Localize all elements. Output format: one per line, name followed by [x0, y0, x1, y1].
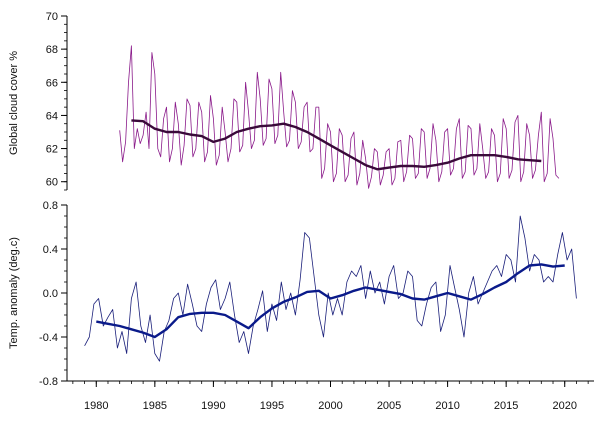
- x-tick-label: 1985: [143, 400, 167, 412]
- y-tick-label: 64: [46, 110, 58, 122]
- y-axis-label: Global cloud cover %: [8, 51, 20, 155]
- x-tick-label: 2020: [552, 400, 576, 412]
- y-axis-label: Temp. anomaly (deg.c): [8, 237, 20, 349]
- y-tick-label: 66: [46, 77, 58, 89]
- series-line-smoothed: [96, 263, 565, 339]
- x-tick-label: 1980: [84, 400, 108, 412]
- y-tick-label: 68: [46, 44, 58, 56]
- temp-anomaly-panel: -0.8 -0.4 0.0 0.4 0.8 Temp. anomaly (deg.c) 19…: [8, 200, 594, 412]
- x-tick-label: 2010: [435, 400, 459, 412]
- y-tick-label: 62: [46, 144, 58, 156]
- y-tick-label: 0.4: [43, 244, 58, 256]
- series-line-smoothed: [131, 119, 542, 171]
- x-tick-label: 2015: [494, 400, 518, 412]
- y-tick-label: 60: [46, 177, 58, 189]
- x-tick-label: 1990: [201, 400, 225, 412]
- y-tick-label: 0.0: [43, 288, 58, 300]
- series-line-raw: [119, 45, 560, 189]
- x-tick-label: 2005: [377, 400, 401, 412]
- series-line-raw: [84, 215, 577, 362]
- y-tick-label: 70: [46, 11, 58, 23]
- y-tick-label: -0.4: [39, 332, 58, 344]
- y-tick-label: -0.8: [39, 376, 58, 388]
- cloud-cover-panel: 60 62 64 66 68 70 Global cloud cover %: [8, 11, 560, 191]
- y-tick-label: 0.8: [43, 200, 58, 212]
- x-tick-label: 2000: [318, 400, 342, 412]
- x-tick-label: 1995: [260, 400, 284, 412]
